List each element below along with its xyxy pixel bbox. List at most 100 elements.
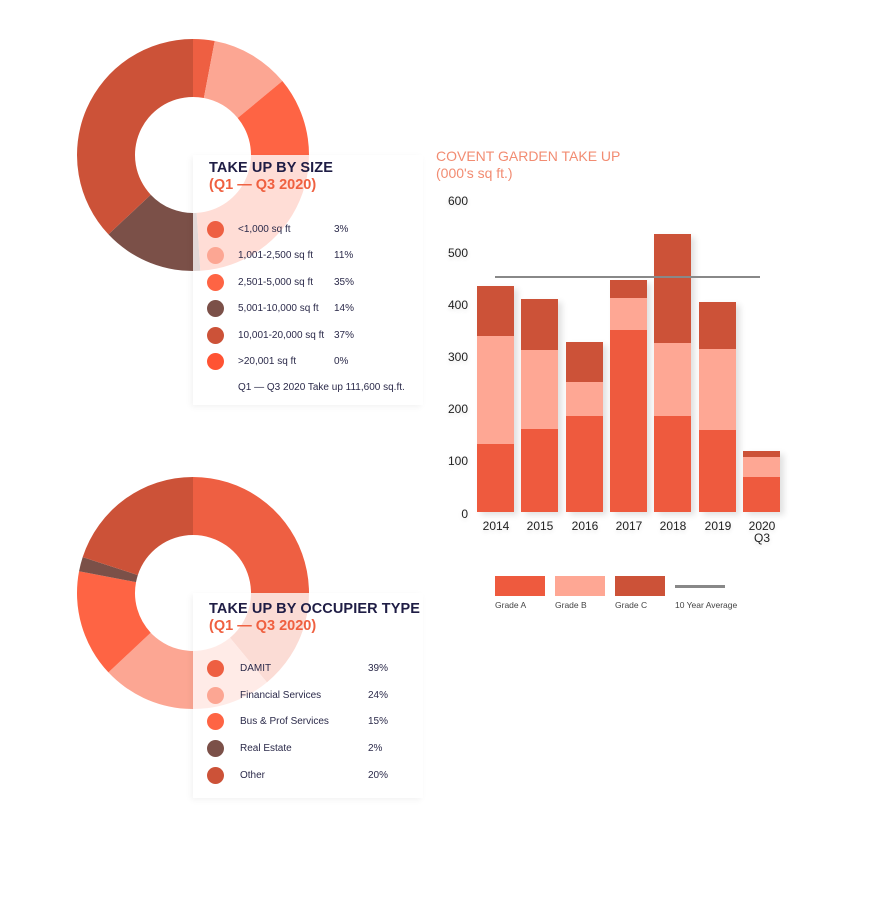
grade-a-label: Grade A [495,600,527,610]
legend-percent: 14% [334,303,355,314]
legend-dot-icon [207,660,224,677]
bar-segment-grade-b [521,350,559,429]
legend-label: DAMIT [240,663,272,674]
donut-slice [77,571,151,673]
stacked-bar [477,285,514,512]
bar-segment-grade-c [698,302,736,350]
y-tick: 0 [461,507,468,521]
bar-segment-grade-c [565,341,603,382]
legend-percent: 39% [368,663,389,674]
stacked-bar [609,280,647,512]
y-tick: 300 [447,350,468,364]
bar-segment-grade-b [742,457,780,477]
bar-chart-unit: (000's sq ft.) [436,165,513,181]
legend-dot-icon [207,221,224,238]
x-tick: 2015 [526,519,554,533]
donut-slice [193,39,215,99]
bar-segment-grade-a [521,428,559,512]
bar-segment-grade-a [477,444,514,512]
grade-c-swatch-icon [615,576,665,596]
bar-segment-grade-a [742,477,780,512]
bar-segment-grade-c [654,233,692,343]
legend-dot-icon [207,767,224,784]
legend-label: Real Estate [240,743,292,754]
legend-percent: 11% [334,250,354,261]
y-tick: 400 [447,298,468,312]
x-tick: 2019 [704,519,732,533]
legend-dot-icon [207,247,224,264]
size-total-note: Q1 — Q3 2020 Take up 111,600 sq.ft. [238,382,405,393]
stacked-bar [521,299,559,512]
legend-label: 2,501-5,000 sq ft [238,277,314,288]
legend-percent: 24% [368,690,389,701]
stacked-bar [565,341,603,512]
y-tick: 200 [447,402,468,416]
legend-dot-icon [207,713,224,730]
bar-segment-grade-b [565,382,603,416]
average-line-swatch-icon [675,585,725,588]
legend-percent: 2% [368,743,383,754]
y-tick: 500 [447,246,468,260]
bar-segment-grade-c [742,450,780,458]
size-chart-subtitle: (Q1 — Q3 2020) [209,177,317,193]
x-tick: 2017 [615,519,643,533]
size-legend-panel [193,155,423,405]
stacked-bar [698,302,736,512]
legend-label: 10,001-20,000 sq ft [238,330,325,341]
size-chart-title: TAKE UP BY SIZE [209,160,333,176]
legend-percent: 37% [334,330,355,341]
legend-dot-icon [207,740,224,757]
bar-segment-grade-a [609,329,647,512]
occupier-chart-title: TAKE UP BY OCCUPIER TYPE [209,601,421,617]
x-tick: 2020 Q3 [748,519,776,545]
bar-segment-grade-a [654,415,692,512]
x-tick: 2018 [659,519,687,533]
donut-slice [108,194,201,271]
legend-label: Other [240,770,266,781]
y-tick: 600 [447,194,468,208]
legend-label: >20,001 sq ft [238,356,297,367]
donut-slice [203,41,283,119]
bar-segment-grade-c [521,299,559,351]
legend-percent: 20% [368,770,389,781]
legend-percent: 35% [334,277,355,288]
legend-label: <1,000 sq ft [238,224,291,235]
donut-slice [77,39,193,235]
legend-dot-icon [207,687,224,704]
bar-segment-grade-b [698,349,736,431]
legend-percent: 3% [334,224,349,235]
donut-slice [82,477,193,576]
legend-dot-icon [207,300,224,317]
x-tick: 2016 [571,519,599,533]
legend-dot-icon [207,353,224,370]
bar-segment-grade-b [609,297,647,330]
occupier-chart-subtitle: (Q1 — Q3 2020) [209,618,317,634]
occupier-legend-panel [193,593,423,798]
legend-label: Bus & Prof Services [240,716,329,727]
bar-segment-grade-a [565,415,603,512]
bar-segment-grade-c [609,280,647,298]
legend-dot-icon [207,327,224,344]
legend-label: 5,001-10,000 sq ft [238,303,319,314]
average-label: 10 Year Average [675,600,738,610]
bar-segment-grade-b [654,342,692,416]
bar-chart-title: COVENT GARDEN TAKE UP [436,148,621,164]
grade-a-swatch-icon [495,576,545,596]
stacked-bar [654,233,692,512]
stacked-bar [742,450,780,512]
legend-dot-icon [207,274,224,291]
legend-percent: 0% [334,356,349,367]
donut-slice [79,557,138,583]
bar-segment-grade-c [477,285,514,337]
grade-c-label: Grade C [615,600,648,610]
bar-segment-grade-b [477,336,514,445]
ten-year-average-line [495,276,760,278]
bar-segment-grade-a [698,430,736,512]
legend-label: 1,001-2,500 sq ft [238,250,314,261]
legend-label: Financial Services [240,690,322,701]
y-tick: 100 [447,454,468,468]
grade-b-swatch-icon [555,576,605,596]
grade-b-label: Grade B [555,600,587,610]
legend-percent: 15% [368,716,389,727]
